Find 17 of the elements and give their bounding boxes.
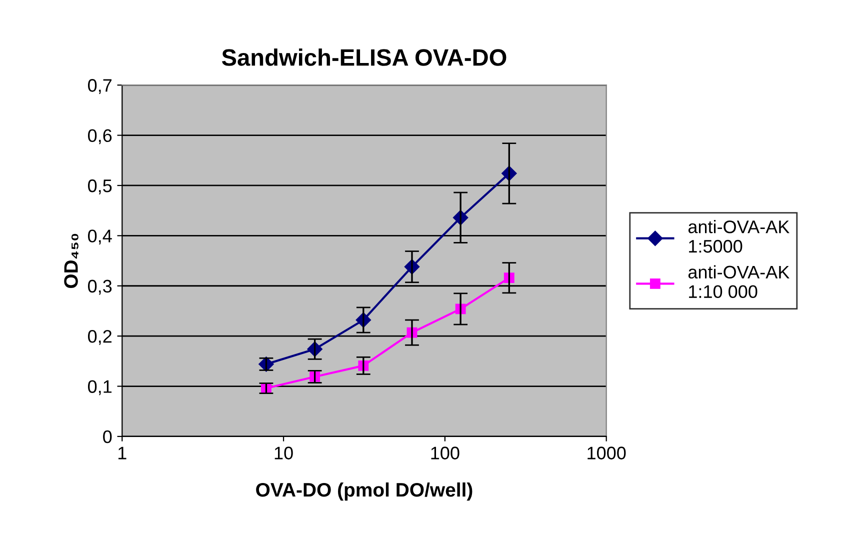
y-tick-label: 0,3 [88,280,112,295]
y-tick-label: 0,1 [88,380,112,396]
legend-label: anti-OVA-AK 1:10 000 [688,265,790,298]
y-tick-label: 0,4 [88,230,112,245]
y-tick-label: 0,7 [88,79,112,94]
x-tick-label: 10 [274,446,293,460]
y-axis-title: OD₄₅₀ [64,234,78,288]
x-tick-label: 1 [118,446,126,460]
y-tick-label: 0,6 [88,129,112,144]
legend-label: anti-OVA-AK 1:5000 [688,220,790,253]
y-tick-label: 0,5 [88,179,112,194]
y-tick-label: 0 [103,430,112,444]
chart-title: Sandwich-ELISA OVA-DO [222,48,506,66]
x-axis-title: OVA-DO (pmol DO/well) [256,482,472,501]
x-tick-label: 1000 [588,446,626,460]
y-tick-label: 0,2 [88,330,112,345]
x-tick-label: 100 [431,446,460,460]
